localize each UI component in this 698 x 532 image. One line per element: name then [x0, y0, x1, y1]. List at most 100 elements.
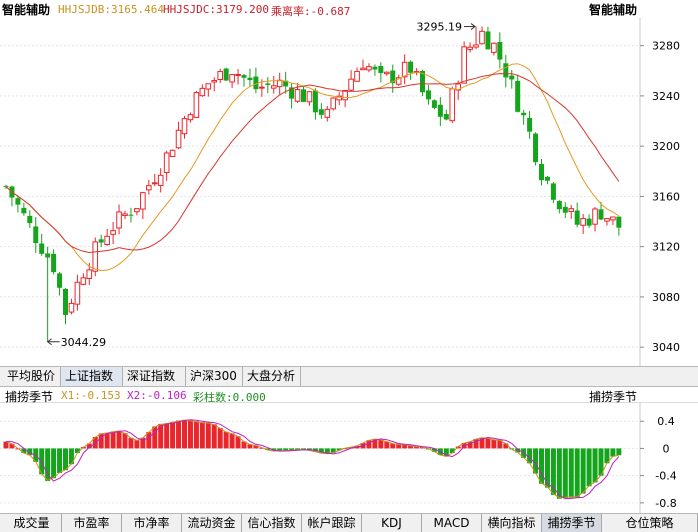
- oscillator-bar-negative: [45, 448, 51, 482]
- candle-body-down: [515, 80, 521, 112]
- oscillator-bar-negative: [318, 448, 324, 454]
- oscillator-bar-negative: [592, 448, 598, 483]
- candle-body-up: [211, 80, 218, 83]
- candle-body-up: [110, 230, 116, 235]
- oscillator-bar-negative: [431, 448, 437, 452]
- indicator-tab-10[interactable]: 仓位策略: [602, 514, 698, 532]
- oscillator-bar-positive: [182, 419, 187, 449]
- low-marker-arrowhead: [46, 338, 52, 346]
- oscillator-bar-negative: [586, 448, 592, 487]
- sub-panel-title-right[interactable]: 捕捞季节: [589, 390, 638, 404]
- oscillator-tick-label: -0.8: [655, 497, 676, 510]
- oscillator-bar-positive: [110, 431, 116, 449]
- oscillator-bar-positive: [390, 443, 396, 449]
- oscillator-bar-negative: [544, 448, 550, 488]
- deviation-readout: 乘离率:-0.687: [271, 5, 351, 18]
- indicator-tab-3[interactable]: 流动资金: [182, 514, 242, 532]
- candle-body-up: [401, 61, 408, 78]
- candle-body-down: [33, 226, 39, 244]
- oscillator-bar-negative: [574, 448, 580, 498]
- oscillator-bar-positive: [235, 436, 241, 449]
- candle-body-up: [80, 277, 87, 285]
- oscillator-bar-negative: [27, 448, 33, 456]
- candle-body-up: [199, 87, 206, 97]
- oscillator-bar-negative: [57, 448, 63, 474]
- candle-body-up: [610, 216, 616, 221]
- price-tick-label: 3280: [652, 40, 680, 53]
- oscillator-bar-negative: [295, 448, 301, 450]
- sub-panel-header: 捕捞季节 X1:-0.153 X2:-0.106 彩柱数:0.000 捕捞季节: [0, 387, 698, 404]
- candle-body-down: [378, 66, 384, 74]
- ma-fast-line: [5, 63, 620, 272]
- candlestick-chart[interactable]: 3280 3240 3200 3160 3120 3080 3040 3295.19 3044.…: [0, 0, 698, 366]
- low-marker-label: 3044.29: [61, 336, 107, 349]
- oscillator-tick-label: 0: [663, 442, 670, 455]
- oscillator-bar-positive: [3, 441, 9, 449]
- oscillator-bar-negative: [277, 448, 283, 451]
- oscillator-bar-negative: [336, 448, 342, 451]
- indicator-title-right[interactable]: 智能辅助: [589, 3, 638, 17]
- indicator-tab-1[interactable]: 市盈率: [62, 514, 122, 532]
- oscillator-bar-negative: [68, 448, 74, 465]
- candle-body-up: [163, 152, 170, 174]
- tab-index-3[interactable]: 沪深300: [186, 367, 243, 386]
- oscillator-bar-positive: [128, 437, 134, 449]
- oscillator-bar-negative: [74, 448, 80, 454]
- candle-body-up: [276, 79, 283, 88]
- candle-body-up: [592, 208, 598, 225]
- candle-body-down: [497, 41, 503, 60]
- candle-body-down: [57, 273, 63, 288]
- candle-body-up: [348, 78, 354, 91]
- oscillator-chart[interactable]: 0.4 0 -0.4 -0.8: [0, 403, 698, 513]
- candle-body-up: [336, 95, 342, 101]
- indicator-tab-0[interactable]: 成交量: [2, 514, 62, 532]
- indicator-title[interactable]: 智能辅助: [2, 3, 51, 17]
- tab-index-4[interactable]: 大盘分析: [243, 367, 301, 386]
- tab-index-1[interactable]: 上证指数: [61, 367, 123, 386]
- indicator-tab-8[interactable]: 横向指标: [482, 514, 542, 532]
- oscillator-bar-positive: [9, 443, 15, 449]
- candle-body-down: [437, 104, 443, 117]
- candle-body-up: [92, 241, 99, 272]
- candle-body-down: [15, 198, 21, 205]
- candle-body-down: [21, 207, 27, 214]
- candle-body-up: [473, 44, 479, 48]
- candle-body-up: [461, 46, 467, 84]
- oscillator-bar-negative: [580, 448, 586, 494]
- bar-count-readout: 彩柱数:0.000: [193, 391, 266, 404]
- indicator-tab-9[interactable]: 捕捞季节: [542, 514, 602, 532]
- candle-body-up: [175, 129, 182, 149]
- candle-body-down: [586, 218, 592, 226]
- oscillator-bar-positive: [396, 444, 402, 449]
- indicator-tab-4[interactable]: 信心指数: [242, 514, 302, 532]
- candle-body-down: [616, 216, 622, 228]
- indicator-tab-5[interactable]: 帐户跟踪: [302, 514, 362, 532]
- candle-body-up: [354, 70, 360, 82]
- indicator-tab-2[interactable]: 市净率: [122, 514, 182, 532]
- oscillator-bar-positive: [366, 440, 372, 449]
- tab-index-0[interactable]: 平均股价: [3, 367, 61, 386]
- candle-body-up: [181, 118, 188, 135]
- oscillator-bar-positive: [461, 442, 467, 449]
- tab-index-2[interactable]: 深证指数: [123, 367, 186, 386]
- oscillator-bar-negative: [265, 448, 271, 451]
- candle-body-down: [562, 206, 568, 213]
- candle-body-down: [128, 214, 134, 216]
- candle-body-up: [146, 185, 152, 191]
- oscillator-bar-positive: [146, 432, 152, 449]
- oscillator-bar-positive: [122, 433, 128, 449]
- candle-body-down: [443, 114, 449, 120]
- candle-body-up: [491, 42, 497, 53]
- oscillator-bar-negative: [301, 448, 306, 450]
- candle-body-up: [235, 73, 241, 76]
- indicator-tab-7[interactable]: MACD: [422, 514, 482, 532]
- candle-body-down: [390, 70, 396, 84]
- price-tick-label: 3080: [652, 291, 680, 304]
- sub-panel-title[interactable]: 捕捞季节: [5, 390, 54, 404]
- main-header: 智能辅助 HHJSJDB:3165.464 HHJSJDC:3179.200 乘…: [0, 0, 698, 18]
- oscillator-bar-positive: [170, 421, 176, 449]
- candle-body-up: [187, 114, 194, 121]
- oscillator-bar-positive: [497, 440, 503, 449]
- indicator-tab-6[interactable]: KDJ: [362, 514, 422, 532]
- candle-body-down: [289, 87, 295, 99]
